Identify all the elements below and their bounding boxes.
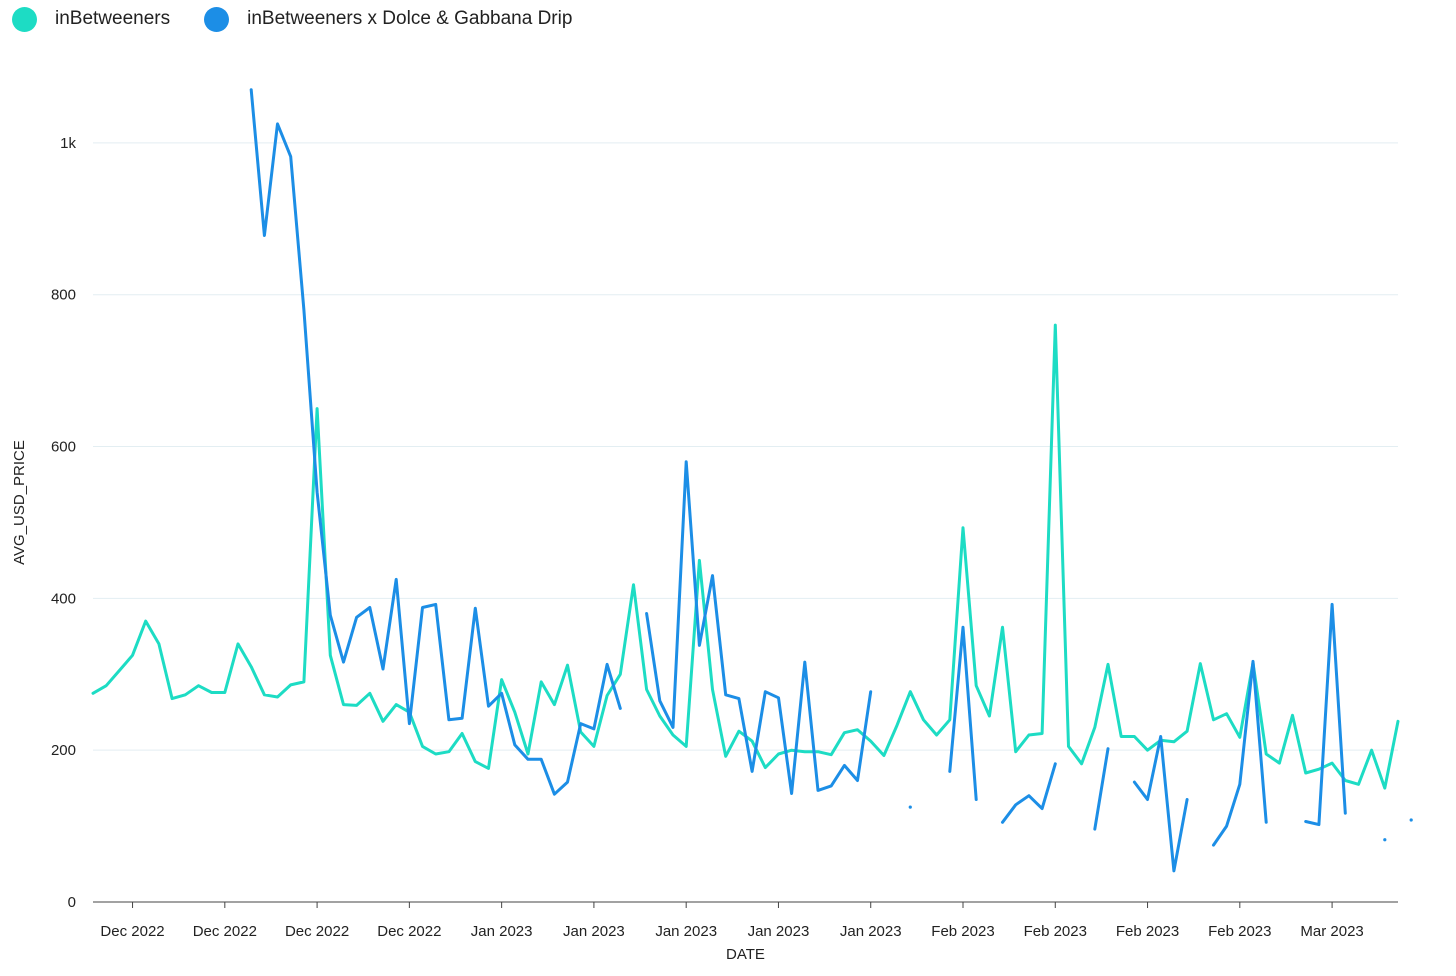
x-tick-label: Jan 2023	[840, 923, 902, 940]
y-tick-label: 600	[51, 439, 76, 456]
x-tick-label: Jan 2023	[563, 923, 625, 940]
x-tick-label: Dec 2022	[193, 923, 257, 940]
series-2-line	[249, 88, 622, 796]
legend-item-series-2[interactable]: inBetweeners x Dolce & Gabbana Drip	[204, 6, 573, 32]
legend-label-series-1: inBetweeners	[55, 8, 171, 29]
x-tick-label: Dec 2022	[100, 923, 164, 940]
x-tick-label: Mar 2023	[1300, 923, 1363, 940]
series-2-line	[1304, 602, 1347, 827]
x-tick-label: Feb 2023	[1116, 923, 1179, 940]
x-tick-label: Dec 2022	[285, 923, 349, 940]
legend-label-series-2: inBetweeners x Dolce & Gabbana Drip	[247, 8, 573, 29]
series-2-point	[1409, 818, 1413, 822]
y-tick-label: 800	[51, 287, 76, 304]
series-2-line	[1212, 659, 1268, 847]
x-tick-label: Feb 2023	[1024, 923, 1087, 940]
series-2-point	[908, 805, 912, 809]
legend-swatch-series-2	[204, 6, 230, 32]
series-2-line	[1093, 747, 1110, 831]
legend-item-series-1[interactable]: inBetweeners	[12, 6, 171, 32]
x-tick-label: Feb 2023	[1208, 923, 1271, 940]
series-2-point	[1383, 838, 1387, 842]
x-tick-label: Jan 2023	[655, 923, 717, 940]
chart-legend: inBetweeners inBetweeners x Dolce & Gabb…	[12, 4, 572, 34]
y-tick-label: 0	[68, 894, 76, 911]
x-tick-label: Jan 2023	[471, 923, 533, 940]
series-2-line	[948, 625, 978, 801]
x-tick-label: Feb 2023	[931, 923, 994, 940]
y-tick-label: 200	[51, 742, 76, 759]
y-tick-label: 400	[51, 590, 76, 607]
x-axis-title: DATE	[726, 946, 765, 963]
series-2-line	[645, 460, 873, 795]
y-axis-title: AVG_USD_PRICE	[11, 440, 28, 565]
legend-swatch-series-1	[12, 6, 37, 32]
y-tick-label: 1k	[60, 135, 76, 152]
x-tick-label: Jan 2023	[748, 923, 810, 940]
series-2-line	[1001, 762, 1057, 824]
series-1-line	[91, 323, 1400, 790]
series-2-line	[1132, 735, 1189, 873]
x-tick-label: Dec 2022	[377, 923, 441, 940]
